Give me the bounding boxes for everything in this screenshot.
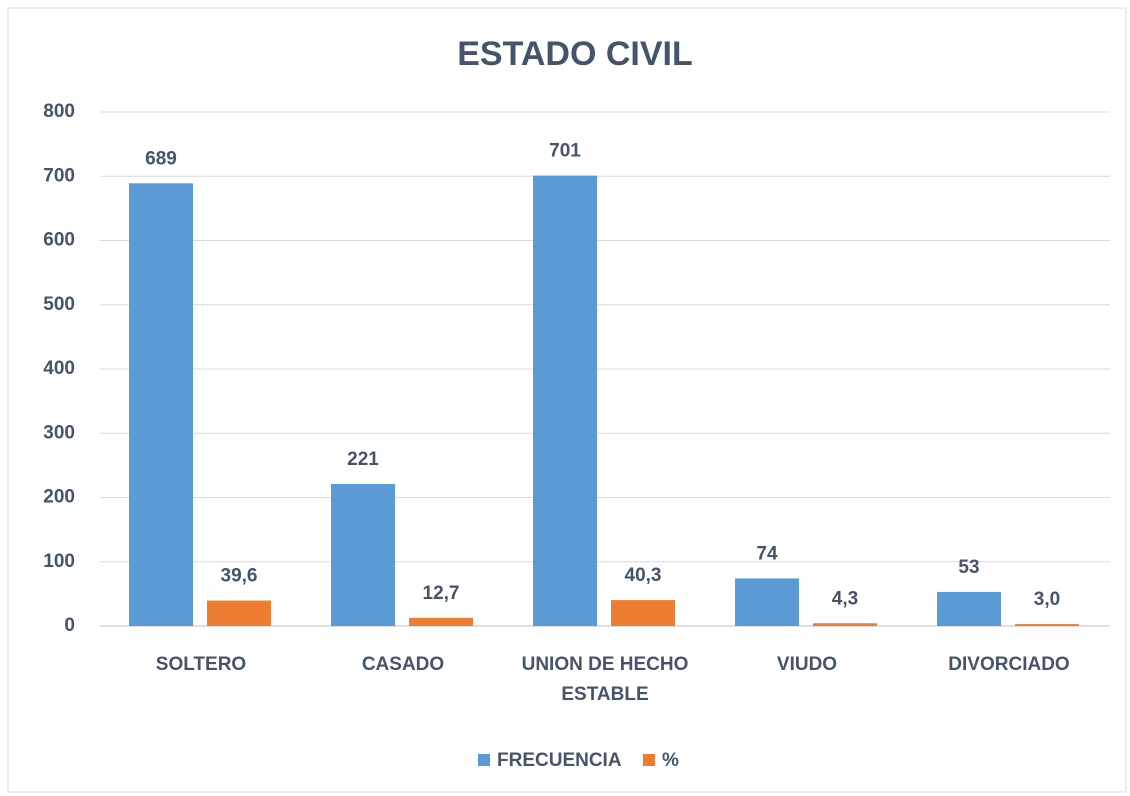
- y-tick-label: 500: [43, 294, 75, 315]
- bar: [129, 183, 193, 626]
- data-label: 53: [958, 557, 979, 578]
- y-tick-label: 200: [43, 487, 75, 508]
- x-tick-label: SOLTERO: [155, 654, 247, 675]
- data-label: 12,7: [423, 583, 460, 604]
- data-label: 4,3: [832, 588, 858, 609]
- chart-title: ESTADO CIVIL: [457, 35, 693, 73]
- legend-swatch: [478, 754, 490, 766]
- x-tick-label: UNION DE HECHO ESTABLE: [521, 654, 689, 705]
- data-label: 221: [347, 449, 379, 470]
- data-label: 689: [145, 148, 177, 169]
- bar: [533, 175, 597, 627]
- legend-label: FRECUENCIA: [497, 750, 622, 771]
- y-tick-label: 400: [43, 358, 75, 379]
- data-label: 39,6: [221, 566, 258, 587]
- data-label: 74: [756, 543, 778, 564]
- data-label: 3,0: [1034, 589, 1060, 610]
- bar: [1015, 624, 1079, 626]
- y-tick-label: 100: [43, 551, 75, 572]
- x-tick-label: CASADO: [361, 654, 445, 675]
- bar: [735, 578, 799, 626]
- bar: [813, 623, 877, 626]
- y-tick-label: 800: [43, 101, 75, 122]
- bar: [937, 591, 1001, 626]
- data-label: 40,3: [625, 565, 662, 586]
- y-tick-label: 300: [43, 422, 75, 443]
- bar: [207, 600, 271, 626]
- bar: [409, 617, 473, 626]
- y-tick-label: 700: [43, 165, 75, 186]
- data-label: 701: [549, 141, 581, 162]
- y-tick-label: 600: [43, 230, 75, 251]
- y-tick-label: 0: [64, 615, 75, 636]
- legend-label: %: [662, 750, 679, 771]
- bar: [611, 600, 675, 626]
- bar: [331, 484, 395, 626]
- x-tick-label: VIUDO: [776, 654, 838, 675]
- legend-swatch: [643, 754, 655, 766]
- x-tick-label: DIVORCIADO: [948, 654, 1070, 675]
